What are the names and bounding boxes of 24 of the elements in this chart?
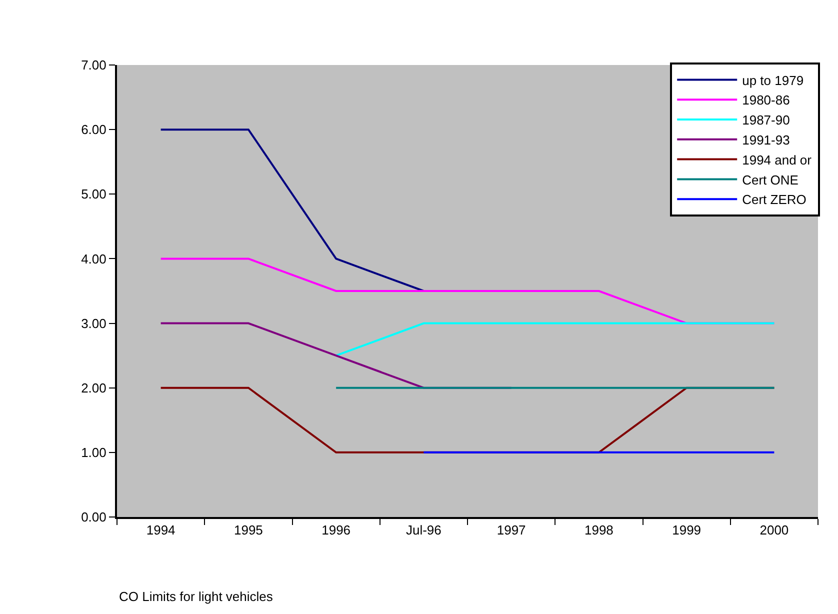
y-tick-label: 6.00 (81, 122, 106, 138)
x-tick-label: 2000 (760, 522, 789, 538)
y-tick-label: 0.00 (81, 510, 106, 525)
x-tick-label: 1999 (672, 522, 702, 538)
legend-label: 1987-90 (742, 112, 790, 128)
y-tick-label: 1.00 (81, 444, 106, 460)
x-tick-label: Jul-96 (406, 522, 442, 538)
x-tick-label: 1997 (496, 522, 526, 538)
legend-label: up to 1979 (742, 72, 804, 88)
x-tick-label: 1996 (322, 522, 351, 538)
legend-label: 1994 and or (742, 152, 812, 168)
y-tick-label: 2.00 (81, 380, 106, 396)
x-tick-label: 1998 (584, 522, 614, 538)
y-tick-label: 4.00 (81, 251, 106, 266)
y-tick-label: 5.00 (81, 186, 106, 202)
legend-label: Cert ZERO (742, 192, 806, 208)
y-tick-label: 3.00 (81, 316, 106, 331)
legend-label: 1980-86 (742, 92, 790, 108)
text: CO Limits for light vehicles (119, 589, 274, 604)
x-tick-label: 1995 (234, 522, 263, 538)
x-tick-label: 1994 (146, 522, 176, 538)
y-tick-label: 7.00 (81, 58, 106, 73)
legend-label: Cert ONE (742, 172, 799, 188)
legend-label: 1991-93 (742, 132, 790, 148)
